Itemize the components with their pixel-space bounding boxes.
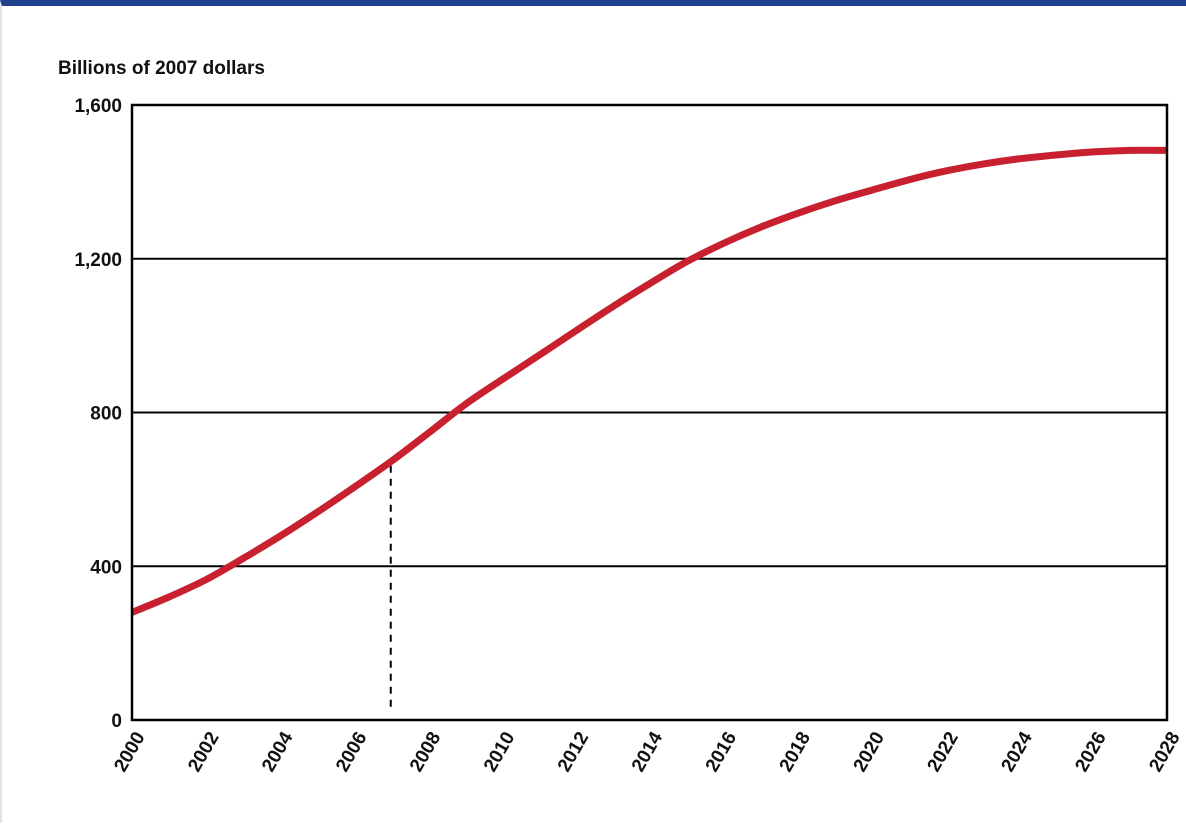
- x-tick-label-2004: 2004: [258, 728, 298, 775]
- y-tick-label-0: 0: [111, 711, 122, 732]
- y-tick-label-1600: 1,600: [74, 96, 122, 117]
- x-tick-label-2018: 2018: [776, 729, 815, 776]
- x-tick-label-2010: 2010: [480, 729, 519, 776]
- line-chart: Billions of 2007 dollars 0 400 800 1,200 1,6…: [58, 58, 1185, 776]
- x-tick-label-2008: 2008: [406, 729, 445, 776]
- x-tick-label-2026: 2026: [1071, 729, 1110, 776]
- x-tick-label-2012: 2012: [554, 729, 593, 776]
- gridlines: [132, 257, 1167, 568]
- x-tick-label-2000: 2000: [110, 729, 149, 776]
- x-tick-label-2006: 2006: [332, 729, 371, 776]
- x-tick-label-2016: 2016: [702, 729, 741, 776]
- x-tick-label-2020: 2020: [850, 729, 889, 776]
- y-tick-labels: 0 400 800 1,200 1,600: [74, 96, 122, 732]
- series-line-0: [130, 146, 1168, 616]
- x-tick-label-2022: 2022: [924, 729, 963, 776]
- series-group: [130, 146, 1168, 616]
- y-tick-label-400: 400: [90, 557, 122, 578]
- plot-area: [130, 103, 1169, 722]
- x-tick-label-2014: 2014: [628, 728, 668, 775]
- y-tick-label-800: 800: [90, 404, 122, 425]
- x-tick-label-2002: 2002: [184, 729, 223, 776]
- plot-border: [130, 103, 1169, 722]
- x-tick-label-2028: 2028: [1145, 729, 1184, 776]
- x-tick-label-2024: 2024: [997, 728, 1037, 775]
- x-tick-labels: 2000 2002 2004 2006 2008 2010 2012 2014 2016 2018…: [110, 728, 1184, 775]
- y-axis-label: Billions of 2007 dollars: [58, 58, 265, 79]
- y-tick-label-1200: 1,200: [74, 250, 122, 271]
